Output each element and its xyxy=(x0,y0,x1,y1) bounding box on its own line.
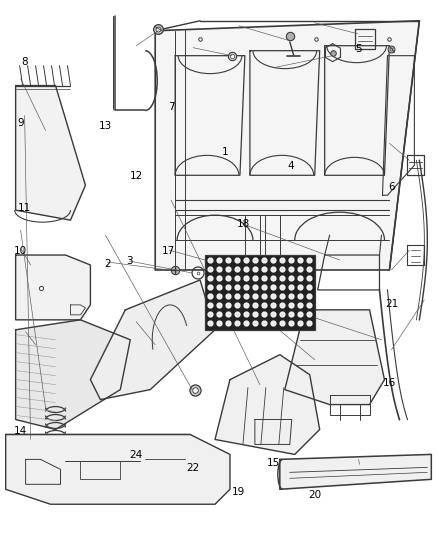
Text: 18: 18 xyxy=(237,219,250,229)
Text: 2: 2 xyxy=(104,259,111,269)
Text: 1: 1 xyxy=(222,147,229,157)
Text: 5: 5 xyxy=(355,44,362,54)
Text: 11: 11 xyxy=(18,203,32,213)
Text: 13: 13 xyxy=(99,120,112,131)
Text: 21: 21 xyxy=(385,298,398,309)
Text: 14: 14 xyxy=(14,426,27,436)
Polygon shape xyxy=(6,434,230,504)
Text: 16: 16 xyxy=(383,378,396,389)
Bar xyxy=(205,255,314,330)
Polygon shape xyxy=(16,255,90,320)
Text: 17: 17 xyxy=(162,246,175,255)
Text: 12: 12 xyxy=(129,171,143,181)
Text: 24: 24 xyxy=(129,450,143,460)
Text: 15: 15 xyxy=(267,458,280,468)
Polygon shape xyxy=(155,21,419,270)
Text: 3: 3 xyxy=(126,256,133,266)
Polygon shape xyxy=(16,86,85,220)
Polygon shape xyxy=(16,320,130,430)
Text: 7: 7 xyxy=(168,102,174,112)
Text: 10: 10 xyxy=(14,246,27,255)
Polygon shape xyxy=(285,310,385,405)
Polygon shape xyxy=(90,280,215,400)
Text: 22: 22 xyxy=(186,463,199,473)
Text: 8: 8 xyxy=(21,57,28,67)
Polygon shape xyxy=(280,455,431,489)
Polygon shape xyxy=(215,355,320,455)
Text: 6: 6 xyxy=(388,182,395,192)
Text: 4: 4 xyxy=(288,160,294,171)
Text: 9: 9 xyxy=(17,118,24,128)
Text: 20: 20 xyxy=(308,490,321,500)
Text: 19: 19 xyxy=(232,487,245,497)
